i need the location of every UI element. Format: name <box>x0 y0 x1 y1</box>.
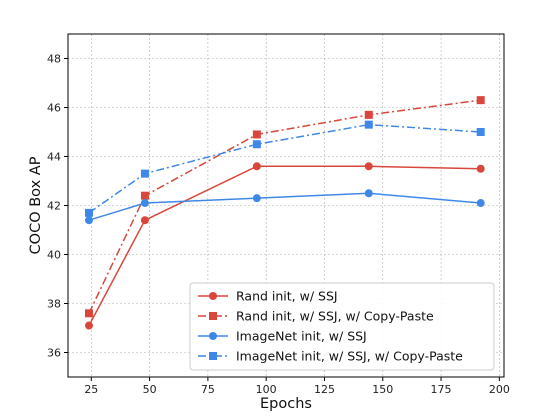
legend: Rand init, w/ SSJ Rand init, w/ SSJ, w/ C… <box>189 282 495 371</box>
axis-ticks: 25 50 75 100 125 150 175 200 36 38 40 42 44 46 48 <box>47 53 510 397</box>
data-point <box>252 162 261 171</box>
y-axis-label: COCO Box AP <box>28 156 44 254</box>
data-point <box>84 321 93 330</box>
data-point <box>140 191 149 200</box>
legend-marker <box>209 292 217 300</box>
x-tick-label: 50 <box>143 383 157 396</box>
legend-entry: Rand init, w/ SSJ, w/ Copy-Paste <box>198 309 434 324</box>
y-tick-label: 42 <box>47 200 61 213</box>
data-point <box>84 216 93 225</box>
x-tick-label: 175 <box>431 383 452 396</box>
series-lines <box>84 96 485 330</box>
series-imagenet-init-w-ssj <box>84 189 485 225</box>
series-imagenet-init-w-ssj-w-copy-paste <box>84 120 485 217</box>
x-tick-label: 150 <box>372 383 393 396</box>
data-point <box>140 169 149 178</box>
data-point <box>364 162 373 171</box>
legend-label: Rand init, w/ SSJ <box>236 289 338 304</box>
legend-marker <box>209 332 217 340</box>
x-tick-label: 25 <box>84 383 98 396</box>
data-point <box>252 194 261 203</box>
series-rand-init-w-ssj-w-copy-paste <box>84 96 485 318</box>
data-point <box>476 128 485 136</box>
legend-entry: ImageNet init, w/ SSJ <box>198 329 367 344</box>
legend-label: ImageNet init, w/ SSJ <box>236 329 367 344</box>
legend-marker <box>209 352 217 360</box>
data-point <box>476 96 485 105</box>
legend-entry: Rand init, w/ SSJ <box>198 289 338 304</box>
x-tick-label: 125 <box>314 383 335 396</box>
data-point <box>364 110 373 119</box>
y-tick-label: 44 <box>47 151 61 164</box>
data-point <box>364 120 373 129</box>
y-tick-label: 36 <box>47 347 61 360</box>
x-tick-label: 75 <box>201 383 215 396</box>
data-point <box>84 309 93 318</box>
legend-marker <box>209 312 217 320</box>
data-point <box>476 164 485 173</box>
y-tick-label: 48 <box>47 53 61 66</box>
series-line <box>88 99 481 314</box>
data-point <box>252 140 261 149</box>
data-point <box>140 216 149 225</box>
legend-box <box>189 282 495 371</box>
x-tick-label: 200 <box>489 383 510 396</box>
data-point <box>140 199 149 208</box>
legend-label: Rand init, w/ SSJ, w/ Copy-Paste <box>236 309 434 324</box>
y-tick-label: 46 <box>47 102 61 115</box>
data-point <box>364 189 373 198</box>
legend-label: ImageNet init, w/ SSJ, w/ Copy-Paste <box>236 349 463 364</box>
legend-entry: ImageNet init, w/ SSJ, w/ Copy-Paste <box>198 349 463 364</box>
y-tick-label: 40 <box>47 249 61 262</box>
data-point <box>476 199 485 208</box>
series-rand-init-w-ssj <box>84 162 485 330</box>
y-tick-label: 38 <box>47 298 61 311</box>
x-axis-label: Epochs <box>260 396 312 412</box>
data-point <box>252 130 261 139</box>
x-tick-label: 100 <box>256 383 277 396</box>
data-point <box>84 208 93 217</box>
plot-frame <box>67 33 505 378</box>
